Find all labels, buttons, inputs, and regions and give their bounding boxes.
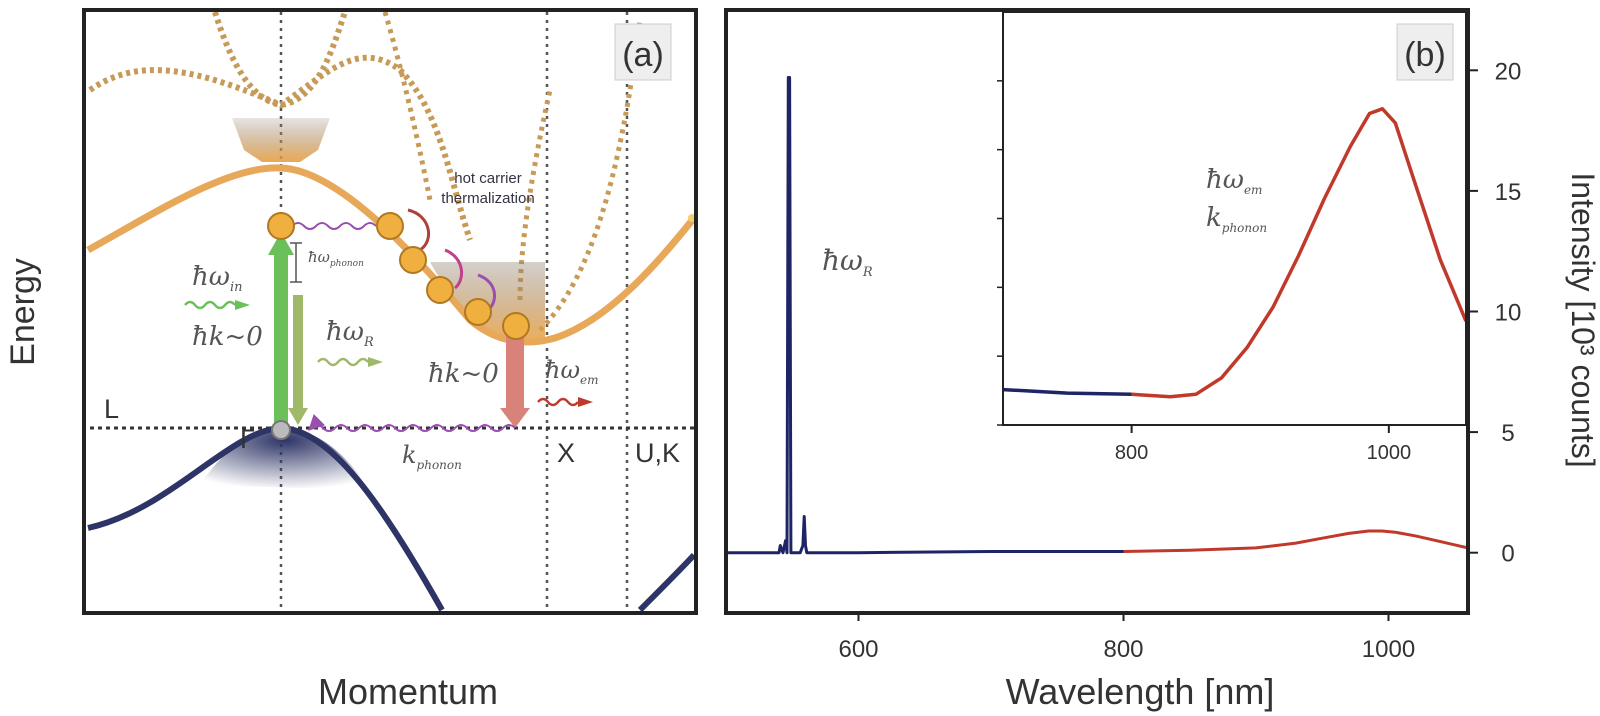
phonon-wiggle-top <box>291 222 377 230</box>
inset-xtick-label: 1000 <box>1367 442 1412 464</box>
phonon-wiggle-bottom <box>308 413 516 432</box>
panel-a-xlabel: Momentum <box>318 671 498 712</box>
ann-phonon-small-main: ħω <box>308 248 330 266</box>
panel-b-ylabel: Intensity [10³ counts] <box>1565 172 1600 467</box>
ann-k-phonon: kphonon <box>402 441 462 472</box>
ann-omega-in: ħωin <box>192 262 242 295</box>
ann-omega-r-sub: R <box>363 335 374 350</box>
main-ytick-label: 15 <box>1495 179 1522 206</box>
ann-omega-in-sub: in <box>230 280 243 295</box>
carrier <box>426 276 454 304</box>
panel-b-label: (b) <box>1404 36 1446 74</box>
inset-background <box>1003 12 1466 425</box>
main-plot: 600 800 1000 0 5 10 15 20 <box>724 8 1522 663</box>
series-line-excitation-raman <box>726 76 1124 555</box>
conduction-band <box>86 164 697 346</box>
panel-a-frame <box>82 8 698 615</box>
point-x: X <box>557 438 575 468</box>
hot-carrier-label-1: hot carrier <box>454 170 522 187</box>
inset-plot: 800 1000 <box>997 11 1468 464</box>
inset-annotation-2: kphonon <box>1206 203 1267 235</box>
thermalization-arrow-2 <box>444 248 464 290</box>
ann-k-phonon-sub: phonon <box>417 458 462 472</box>
main-annotation-sub: R <box>862 265 873 280</box>
photon-r-head <box>368 357 383 367</box>
series-line-inset-emission <box>1131 107 1468 399</box>
carrier <box>376 212 404 240</box>
hot-carrier-label-2: thermalization <box>441 190 534 207</box>
point-uk: U,K <box>635 438 680 468</box>
panel-a-ylabel: Energy <box>4 258 42 366</box>
upper-band-2 <box>212 10 348 109</box>
carriers <box>267 212 530 340</box>
ann-omega-in-main: ħω <box>192 262 230 292</box>
upper-band-1 <box>88 54 473 241</box>
photon-em-head <box>578 397 593 407</box>
carrier <box>399 246 427 274</box>
inset-annotation-1-sub: em <box>1244 183 1262 197</box>
ann-k0-left: ħk~0 <box>192 322 263 352</box>
main-ytick-label: 0 <box>1501 541 1514 568</box>
hole <box>271 420 291 440</box>
inset-annotation-2-sub: phonon <box>1222 221 1267 235</box>
photon-em-wiggle <box>537 397 579 407</box>
raman-arrow-head <box>288 408 308 425</box>
point-gamma: Γ <box>240 424 255 454</box>
main-xtick-label: 800 <box>1103 636 1143 663</box>
panel-b-xlabel: Wavelength [nm] <box>1006 671 1275 712</box>
inset-annotation-2-main: k <box>1206 203 1222 233</box>
panel-a-label-box <box>614 23 672 81</box>
series-line-emission <box>1123 529 1469 553</box>
photon-in-wiggle <box>184 300 236 310</box>
main-annotation-main: ħω <box>822 244 863 277</box>
main-annotation: ħωR <box>822 244 873 280</box>
panel-a-label: (a) <box>622 36 664 74</box>
ann-phonon-small-sub: phonon <box>330 259 364 269</box>
valence-band-2 <box>637 552 697 613</box>
photon-in-head <box>235 300 250 310</box>
inset-annotation-1-main: ħω <box>1206 165 1244 195</box>
ann-omega-em: ħωem <box>545 356 599 387</box>
main-xtick-label: 1000 <box>1362 636 1415 663</box>
thermalization-arrow-1 <box>407 208 430 252</box>
raman-arrow <box>293 295 303 410</box>
emission-arrow <box>506 335 524 410</box>
main-xtick-label: 600 <box>838 636 878 663</box>
gamma-hot-region <box>232 118 330 162</box>
main-ytick-label: 5 <box>1501 420 1514 447</box>
point-l: L <box>104 394 119 424</box>
emission-arrow-head <box>500 408 530 428</box>
ann-phonon-small: ħωphonon <box>308 248 364 269</box>
panel-b-label-box <box>1396 23 1454 81</box>
ann-omega-r: ħωR <box>326 317 374 350</box>
main-ytick-label: 20 <box>1495 58 1522 85</box>
excitation-arrow-head <box>268 232 294 255</box>
ann-k0-right: ħk~0 <box>428 359 499 389</box>
series-line-inset-excitation <box>1002 387 1132 397</box>
ann-omega-r-main: ħω <box>326 317 364 347</box>
ann-omega-em-main: ħω <box>545 356 580 384</box>
carrier <box>267 212 295 240</box>
carrier <box>502 312 530 340</box>
upper-band-3 <box>382 11 433 201</box>
inset-xtick-label: 800 <box>1115 442 1148 464</box>
inset-annotation-1: ħωem <box>1206 165 1262 197</box>
excitation-arrow <box>274 245 288 425</box>
panel-a: hot carrier thermalization ħωin ħk~0 ħωp… <box>4 8 698 712</box>
carrier <box>464 298 492 326</box>
ann-k-phonon-main: k <box>402 441 417 469</box>
main-ytick-label: 10 <box>1495 300 1522 327</box>
photon-r-wiggle <box>317 357 369 367</box>
ann-omega-em-sub: em <box>580 373 598 387</box>
